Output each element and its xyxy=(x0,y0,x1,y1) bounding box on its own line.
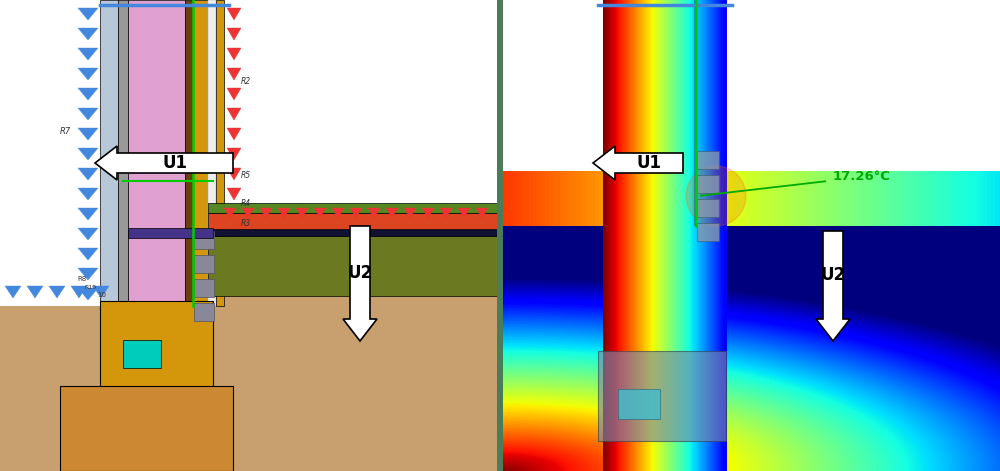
Polygon shape xyxy=(49,286,65,298)
Bar xyxy=(193,0,208,306)
Text: R3: R3 xyxy=(241,219,251,227)
Polygon shape xyxy=(476,208,488,218)
Text: R19: R19 xyxy=(84,285,96,290)
Polygon shape xyxy=(422,208,434,218)
Polygon shape xyxy=(227,68,241,80)
Bar xyxy=(598,351,726,441)
Text: R4: R4 xyxy=(241,198,251,208)
Bar xyxy=(503,226,1000,471)
Bar xyxy=(497,0,503,471)
Bar xyxy=(0,296,497,471)
Bar xyxy=(0,0,497,306)
Polygon shape xyxy=(78,248,98,260)
Text: U1: U1 xyxy=(637,154,662,172)
Bar xyxy=(194,279,214,297)
Polygon shape xyxy=(227,188,241,200)
Polygon shape xyxy=(242,208,254,218)
Polygon shape xyxy=(350,208,362,218)
Text: 17.26°C: 17.26°C xyxy=(833,170,891,182)
Bar xyxy=(0,0,100,306)
Polygon shape xyxy=(78,168,98,180)
Text: U1: U1 xyxy=(162,154,188,172)
Polygon shape xyxy=(78,268,98,280)
Polygon shape xyxy=(78,48,98,60)
Polygon shape xyxy=(227,88,241,100)
Bar xyxy=(60,386,233,471)
Polygon shape xyxy=(404,208,416,218)
Polygon shape xyxy=(278,208,290,218)
Polygon shape xyxy=(296,208,308,218)
Polygon shape xyxy=(368,208,380,218)
Polygon shape xyxy=(227,108,241,120)
Bar xyxy=(100,0,118,306)
Bar xyxy=(697,175,719,193)
Bar xyxy=(208,213,497,229)
Bar xyxy=(185,0,193,306)
Bar xyxy=(194,255,214,273)
Bar xyxy=(208,0,216,306)
Polygon shape xyxy=(227,128,241,140)
Text: 10: 10 xyxy=(98,292,106,298)
Bar xyxy=(503,0,1000,226)
Polygon shape xyxy=(78,108,98,120)
Bar xyxy=(618,389,660,419)
Polygon shape xyxy=(816,231,850,341)
Polygon shape xyxy=(227,28,241,40)
Bar xyxy=(100,301,213,391)
Bar xyxy=(208,229,497,236)
Polygon shape xyxy=(314,208,326,218)
Polygon shape xyxy=(71,286,87,298)
Bar xyxy=(208,203,497,213)
Polygon shape xyxy=(458,208,470,218)
Polygon shape xyxy=(78,228,98,240)
Polygon shape xyxy=(386,208,398,218)
Polygon shape xyxy=(78,128,98,140)
Polygon shape xyxy=(78,288,98,300)
Bar xyxy=(694,0,697,226)
Polygon shape xyxy=(78,88,98,100)
Polygon shape xyxy=(27,286,43,298)
Polygon shape xyxy=(224,208,236,218)
Bar xyxy=(123,340,161,368)
Bar xyxy=(194,231,214,249)
Bar xyxy=(128,228,213,238)
Text: R5: R5 xyxy=(241,171,251,180)
Text: R2: R2 xyxy=(241,76,251,86)
Polygon shape xyxy=(227,8,241,20)
Polygon shape xyxy=(78,188,98,200)
Polygon shape xyxy=(93,286,109,298)
Polygon shape xyxy=(227,148,241,160)
Polygon shape xyxy=(332,208,344,218)
Bar xyxy=(118,0,128,306)
Polygon shape xyxy=(78,28,98,40)
Bar xyxy=(128,0,185,306)
Text: R7: R7 xyxy=(59,127,71,136)
Text: U2: U2 xyxy=(347,263,373,282)
Polygon shape xyxy=(227,168,241,180)
Polygon shape xyxy=(593,146,683,180)
Polygon shape xyxy=(78,68,98,80)
Bar xyxy=(697,199,719,217)
Polygon shape xyxy=(78,8,98,20)
Polygon shape xyxy=(5,286,21,298)
Polygon shape xyxy=(260,208,272,218)
Polygon shape xyxy=(440,208,452,218)
Bar xyxy=(208,236,497,296)
Polygon shape xyxy=(78,148,98,160)
Polygon shape xyxy=(78,208,98,220)
Bar xyxy=(697,223,719,241)
Bar xyxy=(0,0,497,471)
Polygon shape xyxy=(95,146,233,180)
Polygon shape xyxy=(343,226,377,341)
Text: R8: R8 xyxy=(77,276,87,282)
Circle shape xyxy=(686,166,746,226)
Text: U2: U2 xyxy=(820,266,846,284)
Bar xyxy=(194,303,214,321)
Bar xyxy=(697,151,719,169)
Bar xyxy=(216,0,224,306)
Polygon shape xyxy=(227,48,241,60)
